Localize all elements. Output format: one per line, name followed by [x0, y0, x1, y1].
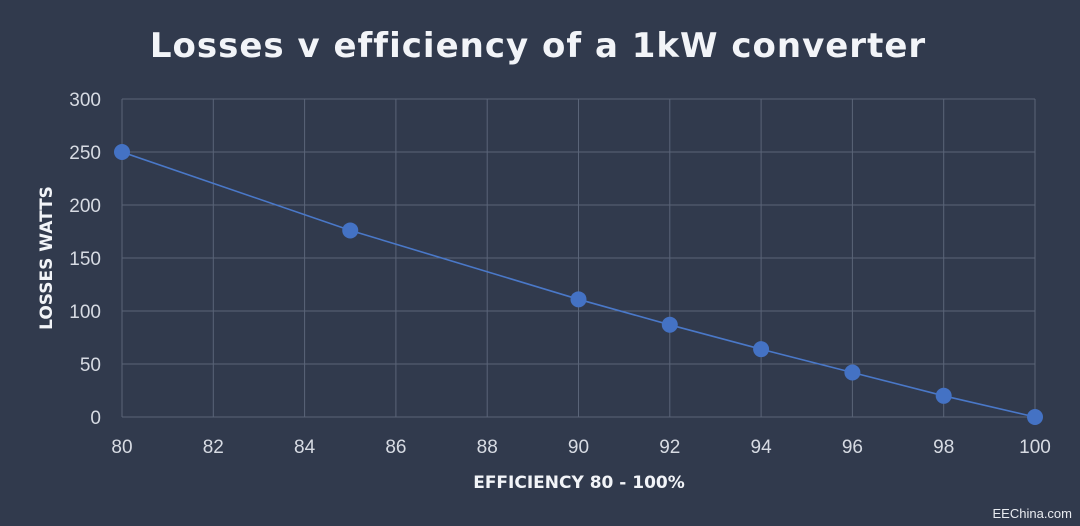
grid	[121, 98, 1036, 418]
x-tick-label: 88	[477, 437, 498, 458]
chart-title: Losses v efficiency of a 1kW converter	[150, 26, 926, 66]
data-point	[114, 144, 130, 160]
data-point	[570, 291, 587, 308]
y-tick-label: 100	[69, 302, 101, 323]
x-tick-label: 80	[111, 437, 132, 458]
data-point	[935, 387, 952, 404]
y-tick-labels: 0 50 100 150 200 250 300	[69, 90, 101, 429]
y-tick-label: 150	[69, 249, 101, 270]
x-tick-label: 86	[385, 437, 406, 458]
x-tick-labels: 80 82 84 86 88 90 92 94 96 98 100	[111, 437, 1050, 458]
y-axis-title: LOSSES WATTS	[37, 186, 57, 330]
watermark: EEChina.com	[993, 506, 1072, 521]
y-tick-label: 250	[69, 143, 101, 164]
x-tick-label: 82	[203, 437, 224, 458]
data-point	[661, 316, 678, 333]
x-tick-label: 100	[1019, 437, 1051, 458]
series-line-layer	[121, 151, 1036, 418]
y-tick-label: 50	[80, 355, 101, 376]
data-points	[114, 144, 1043, 425]
data-point	[844, 364, 861, 381]
x-tick-label: 98	[933, 437, 954, 458]
data-point	[1027, 409, 1043, 425]
series-line	[121, 151, 1036, 418]
data-point	[753, 341, 770, 358]
x-axis-title: EFFICIENCY 80 - 100%	[473, 473, 685, 493]
x-tick-label: 92	[659, 437, 680, 458]
x-tick-label: 96	[842, 437, 863, 458]
y-tick-label: 200	[69, 196, 101, 217]
x-tick-label: 84	[294, 437, 316, 458]
x-tick-label: 90	[568, 437, 589, 458]
y-tick-label: 300	[69, 90, 101, 111]
y-tick-label: 0	[90, 408, 101, 429]
x-tick-label: 94	[751, 437, 773, 458]
data-point	[342, 222, 359, 239]
